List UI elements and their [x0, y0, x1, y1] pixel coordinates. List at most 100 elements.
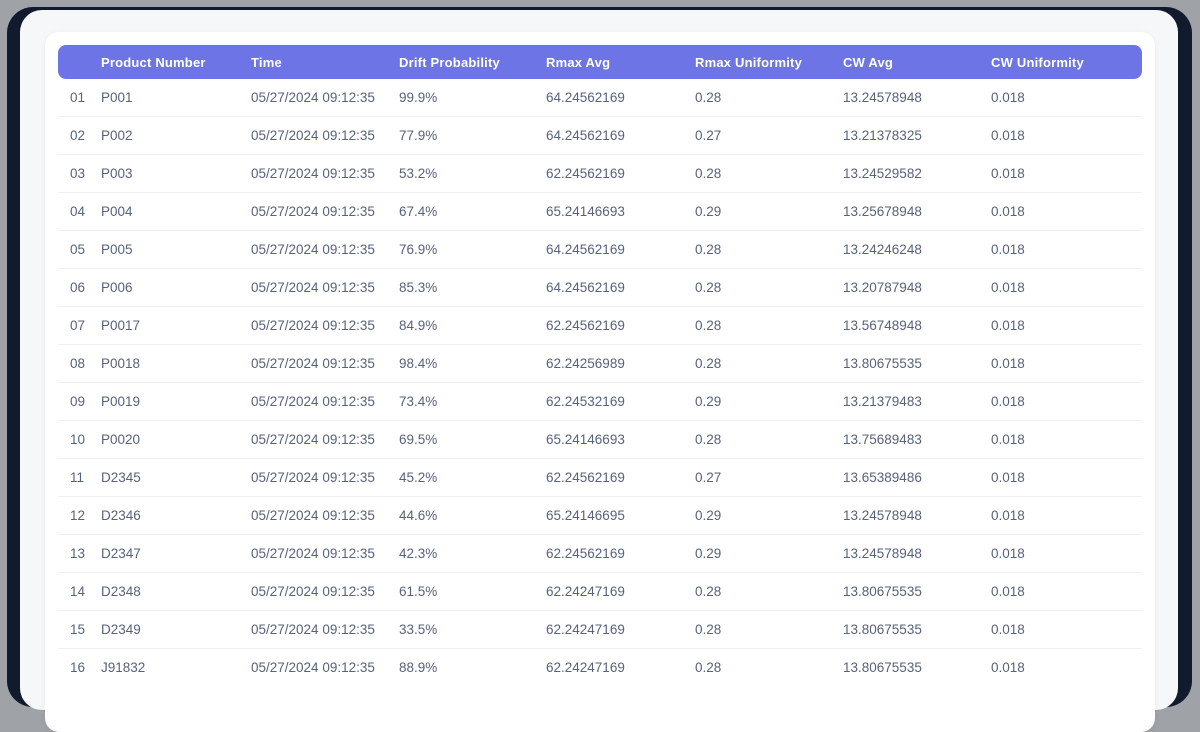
cell-rmax-avg: 62.24562169 — [546, 470, 625, 485]
cell-product-number: P005 — [101, 242, 133, 257]
cell-rmax-avg: 62.24532169 — [546, 394, 625, 409]
cell-rmax-avg: 64.24562169 — [546, 128, 625, 143]
cell-row-index: 04 — [70, 204, 86, 219]
cell-cw-avg: 13.56748948 — [843, 318, 922, 333]
cell-rmax-avg: 65.24146693 — [546, 432, 625, 447]
cell-rmax-avg: 62.24562169 — [546, 318, 625, 333]
cell-product-number: D2347 — [101, 546, 141, 561]
cell-rmax-avg: 62.24562169 — [546, 546, 625, 561]
cell-cw-uniformity: 0.018 — [991, 318, 1025, 333]
table-row: 13 D2347 05/27/2024 09:12:35 42.3% 62.24… — [58, 534, 1142, 572]
col-header-rmax-uniformity: Rmax Uniformity — [695, 54, 803, 70]
cell-time: 05/27/2024 09:12:35 — [251, 166, 375, 181]
cell-rmax-uniformity: 0.28 — [695, 166, 722, 181]
cell-drift-probability: 85.3% — [399, 280, 438, 295]
cell-rmax-avg: 62.24247169 — [546, 584, 625, 599]
app-window: Product Number Time Drift Probability Rm… — [20, 10, 1178, 732]
cell-rmax-uniformity: 0.27 — [695, 470, 722, 485]
cell-drift-probability: 33.5% — [399, 622, 438, 637]
cell-time: 05/27/2024 09:12:35 — [251, 508, 375, 523]
table-body: 01 P001 05/27/2024 09:12:35 99.9% 64.245… — [58, 79, 1142, 686]
cell-time: 05/27/2024 09:12:35 — [251, 356, 375, 371]
cell-cw-avg: 13.20787948 — [843, 280, 922, 295]
cell-rmax-uniformity: 0.29 — [695, 508, 722, 523]
cell-product-number: D2349 — [101, 622, 141, 637]
cell-product-number: J91832 — [101, 660, 146, 675]
cell-rmax-uniformity: 0.28 — [695, 356, 722, 371]
cell-drift-probability: 53.2% — [399, 166, 438, 181]
cell-drift-probability: 44.6% — [399, 508, 438, 523]
cell-rmax-avg: 64.24562169 — [546, 280, 625, 295]
cell-rmax-uniformity: 0.28 — [695, 90, 722, 105]
cell-time: 05/27/2024 09:12:35 — [251, 432, 375, 447]
cell-cw-uniformity: 0.018 — [991, 546, 1025, 561]
cell-rmax-uniformity: 0.28 — [695, 280, 722, 295]
table-row: 09 P0019 05/27/2024 09:12:35 73.4% 62.24… — [58, 382, 1142, 420]
col-header-drift-probability: Drift Probability — [399, 54, 500, 70]
table-row: 10 P0020 05/27/2024 09:12:35 69.5% 65.24… — [58, 420, 1142, 458]
cell-rmax-avg: 64.24562169 — [546, 242, 625, 257]
cell-drift-probability: 42.3% — [399, 546, 438, 561]
cell-product-number: P0017 — [101, 318, 141, 333]
cell-product-number: P0019 — [101, 394, 141, 409]
cell-rmax-avg: 62.24247169 — [546, 660, 625, 675]
cell-product-number: D2345 — [101, 470, 141, 485]
cell-cw-avg: 13.24578948 — [843, 508, 922, 523]
table-row: 01 P001 05/27/2024 09:12:35 99.9% 64.245… — [58, 79, 1142, 116]
cell-product-number: P0018 — [101, 356, 141, 371]
cell-time: 05/27/2024 09:12:35 — [251, 204, 375, 219]
cell-cw-avg: 13.80675535 — [843, 584, 922, 599]
cell-cw-uniformity: 0.018 — [991, 204, 1025, 219]
cell-product-number: P004 — [101, 204, 133, 219]
cell-cw-avg: 13.24246248 — [843, 242, 922, 257]
col-header-rmax-avg: Rmax Avg — [546, 54, 611, 70]
cell-cw-avg: 13.80675535 — [843, 622, 922, 637]
cell-time: 05/27/2024 09:12:35 — [251, 242, 375, 257]
cell-cw-uniformity: 0.018 — [991, 90, 1025, 105]
table-header-row: Product Number Time Drift Probability Rm… — [58, 45, 1142, 79]
cell-drift-probability: 84.9% — [399, 318, 438, 333]
cell-rmax-uniformity: 0.28 — [695, 622, 722, 637]
cell-drift-probability: 76.9% — [399, 242, 438, 257]
cell-time: 05/27/2024 09:12:35 — [251, 546, 375, 561]
cell-rmax-avg: 62.24247169 — [546, 622, 625, 637]
cell-row-index: 07 — [70, 318, 86, 333]
cell-cw-avg: 13.25678948 — [843, 204, 922, 219]
cell-cw-uniformity: 0.018 — [991, 128, 1025, 143]
cell-row-index: 03 — [70, 166, 86, 181]
cell-time: 05/27/2024 09:12:35 — [251, 128, 375, 143]
cell-cw-uniformity: 0.018 — [991, 584, 1025, 599]
cell-rmax-avg: 62.24256989 — [546, 356, 625, 371]
cell-row-index: 08 — [70, 356, 86, 371]
cell-drift-probability: 67.4% — [399, 204, 438, 219]
cell-rmax-uniformity: 0.29 — [695, 204, 722, 219]
cell-time: 05/27/2024 09:12:35 — [251, 622, 375, 637]
table-row: 15 D2349 05/27/2024 09:12:35 33.5% 62.24… — [58, 610, 1142, 648]
cell-rmax-uniformity: 0.28 — [695, 584, 722, 599]
cell-drift-probability: 45.2% — [399, 470, 438, 485]
cell-cw-avg: 13.21379483 — [843, 394, 922, 409]
cell-cw-uniformity: 0.018 — [991, 280, 1025, 295]
cell-rmax-uniformity: 0.28 — [695, 660, 722, 675]
cell-rmax-avg: 65.24146695 — [546, 508, 625, 523]
cell-time: 05/27/2024 09:12:35 — [251, 660, 375, 675]
cell-cw-uniformity: 0.018 — [991, 166, 1025, 181]
cell-rmax-uniformity: 0.28 — [695, 242, 722, 257]
table-row: 07 P0017 05/27/2024 09:12:35 84.9% 62.24… — [58, 306, 1142, 344]
cell-row-index: 12 — [70, 508, 86, 523]
cell-time: 05/27/2024 09:12:35 — [251, 318, 375, 333]
cell-cw-avg: 13.80675535 — [843, 660, 922, 675]
cell-product-number: D2348 — [101, 584, 141, 599]
cell-cw-avg: 13.65389486 — [843, 470, 922, 485]
cell-row-index: 10 — [70, 432, 86, 447]
cell-cw-avg: 13.24578948 — [843, 90, 922, 105]
cell-drift-probability: 88.9% — [399, 660, 438, 675]
cell-cw-avg: 13.24529582 — [843, 166, 922, 181]
cell-rmax-uniformity: 0.29 — [695, 546, 722, 561]
cell-time: 05/27/2024 09:12:35 — [251, 394, 375, 409]
cell-row-index: 16 — [70, 660, 86, 675]
col-header-product-number: Product Number — [101, 54, 206, 70]
cell-rmax-avg: 65.24146693 — [546, 204, 625, 219]
cell-row-index: 15 — [70, 622, 86, 637]
cell-cw-uniformity: 0.018 — [991, 432, 1025, 447]
